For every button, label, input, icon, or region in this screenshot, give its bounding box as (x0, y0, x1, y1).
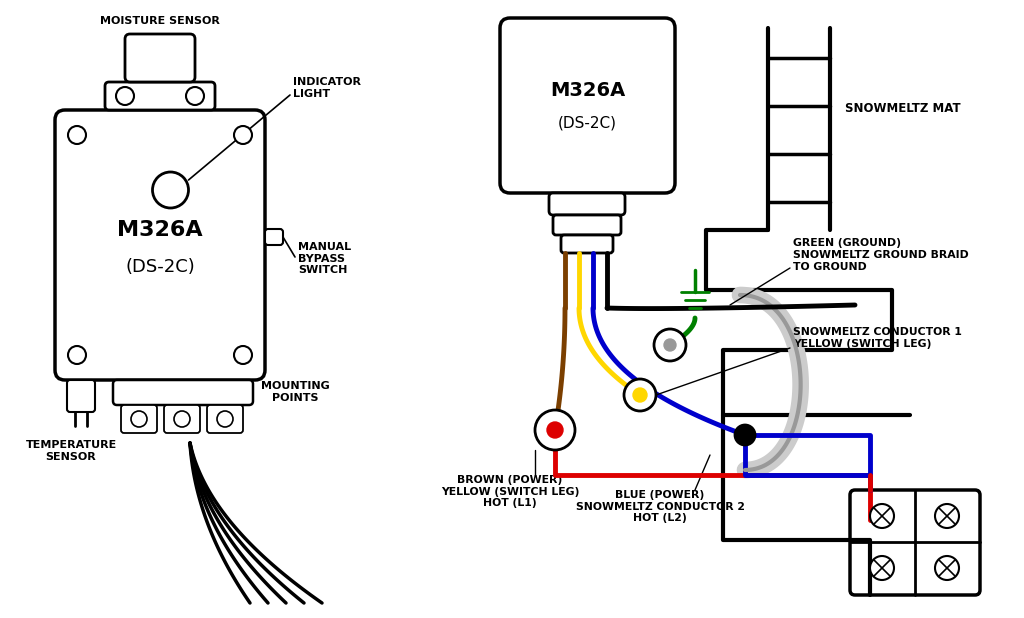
FancyBboxPatch shape (121, 405, 157, 433)
Circle shape (870, 556, 894, 580)
Circle shape (68, 346, 86, 364)
Circle shape (174, 411, 190, 427)
FancyBboxPatch shape (105, 82, 215, 110)
Text: GREEN (GROUND)
SNOWMELTZ GROUND BRAID
TO GROUND: GREEN (GROUND) SNOWMELTZ GROUND BRAID TO… (793, 239, 969, 271)
Circle shape (217, 411, 233, 427)
Circle shape (535, 410, 575, 450)
FancyBboxPatch shape (207, 405, 243, 433)
Circle shape (234, 126, 252, 144)
FancyBboxPatch shape (125, 34, 195, 82)
Circle shape (68, 126, 86, 144)
Text: (DS-2C): (DS-2C) (558, 116, 617, 131)
Text: BROWN (POWER)
YELLOW (SWITCH LEG)
HOT (L1): BROWN (POWER) YELLOW (SWITCH LEG) HOT (L… (440, 475, 580, 508)
Text: MOUNTING
POINTS: MOUNTING POINTS (261, 381, 330, 403)
Text: SNOWMELTZ MAT: SNOWMELTZ MAT (845, 101, 961, 114)
Circle shape (664, 339, 676, 351)
Text: MOISTURE SENSOR: MOISTURE SENSOR (100, 16, 220, 26)
Text: M326A: M326A (117, 220, 203, 240)
Circle shape (935, 556, 959, 580)
FancyBboxPatch shape (850, 490, 980, 595)
Circle shape (547, 422, 563, 438)
Text: TEMPERATURE
SENSOR: TEMPERATURE SENSOR (26, 440, 117, 462)
Circle shape (186, 87, 204, 105)
Text: INDICATOR
LIGHT: INDICATOR LIGHT (293, 77, 361, 99)
FancyBboxPatch shape (164, 405, 200, 433)
Circle shape (633, 388, 647, 402)
FancyBboxPatch shape (113, 380, 253, 405)
Circle shape (935, 504, 959, 528)
Text: (DS-2C): (DS-2C) (125, 258, 195, 276)
Circle shape (870, 504, 894, 528)
Text: M326A: M326A (550, 81, 625, 100)
Circle shape (654, 329, 686, 361)
FancyBboxPatch shape (553, 215, 621, 235)
FancyBboxPatch shape (561, 235, 613, 253)
FancyBboxPatch shape (55, 110, 265, 380)
FancyBboxPatch shape (500, 18, 675, 193)
Text: SNOWMELTZ CONDUCTOR 1
YELLOW (SWITCH LEG): SNOWMELTZ CONDUCTOR 1 YELLOW (SWITCH LEG… (793, 327, 962, 349)
Circle shape (131, 411, 147, 427)
Circle shape (735, 425, 755, 445)
Circle shape (116, 87, 134, 105)
Circle shape (624, 379, 656, 411)
FancyBboxPatch shape (265, 229, 283, 245)
Text: MANUAL
BYPASS
SWITCH: MANUAL BYPASS SWITCH (298, 242, 351, 275)
Text: BLUE (POWER)
SNOWMELTZ CONDUCTOR 2
HOT (L2): BLUE (POWER) SNOWMELTZ CONDUCTOR 2 HOT (… (575, 490, 744, 523)
FancyBboxPatch shape (549, 193, 625, 215)
FancyBboxPatch shape (67, 380, 95, 412)
Circle shape (234, 346, 252, 364)
Circle shape (153, 172, 188, 208)
